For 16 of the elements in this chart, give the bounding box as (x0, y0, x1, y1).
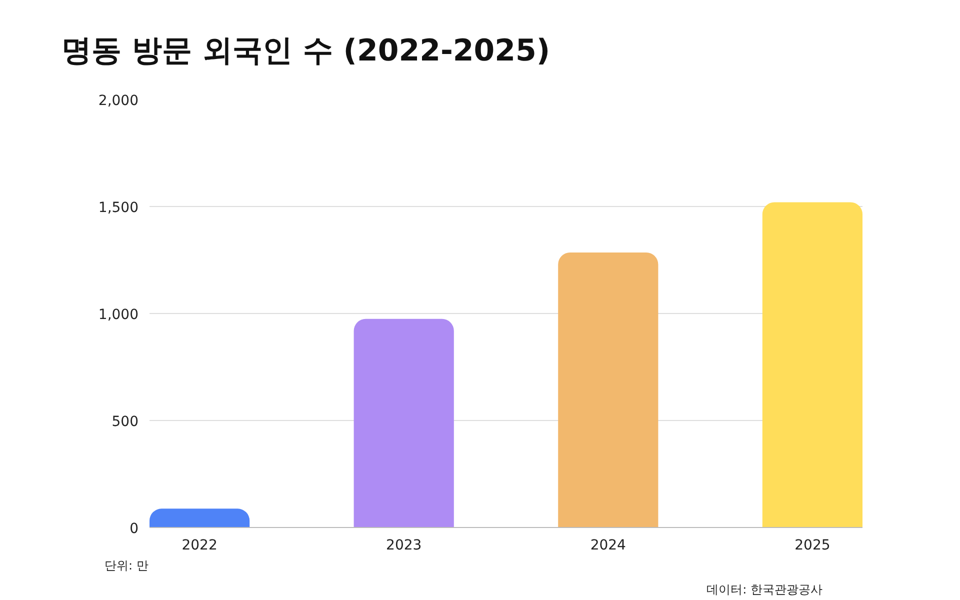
x-tick-label: 2022 (182, 538, 218, 554)
text: 단위: 만 (104, 558, 148, 572)
y-tick-label: 2,000 (98, 93, 139, 109)
x-tick-label: 2025 (794, 538, 830, 554)
y-tick-label: 1,000 (98, 307, 139, 323)
y-tick-label: 500 (112, 414, 139, 430)
bar (558, 252, 658, 528)
x-tick-label: 2023 (386, 538, 422, 554)
y-tick-label: 0 (130, 521, 139, 537)
chart-title: 명동 방문 외국인 수 (2022-2025) (62, 34, 550, 68)
y-tick-label: 1,500 (98, 200, 139, 216)
text: 데이터: 한국관광공사 (706, 582, 822, 596)
x-tick-label: 2024 (590, 538, 626, 554)
bar (150, 508, 250, 528)
bar (354, 318, 454, 528)
bar (762, 202, 862, 528)
